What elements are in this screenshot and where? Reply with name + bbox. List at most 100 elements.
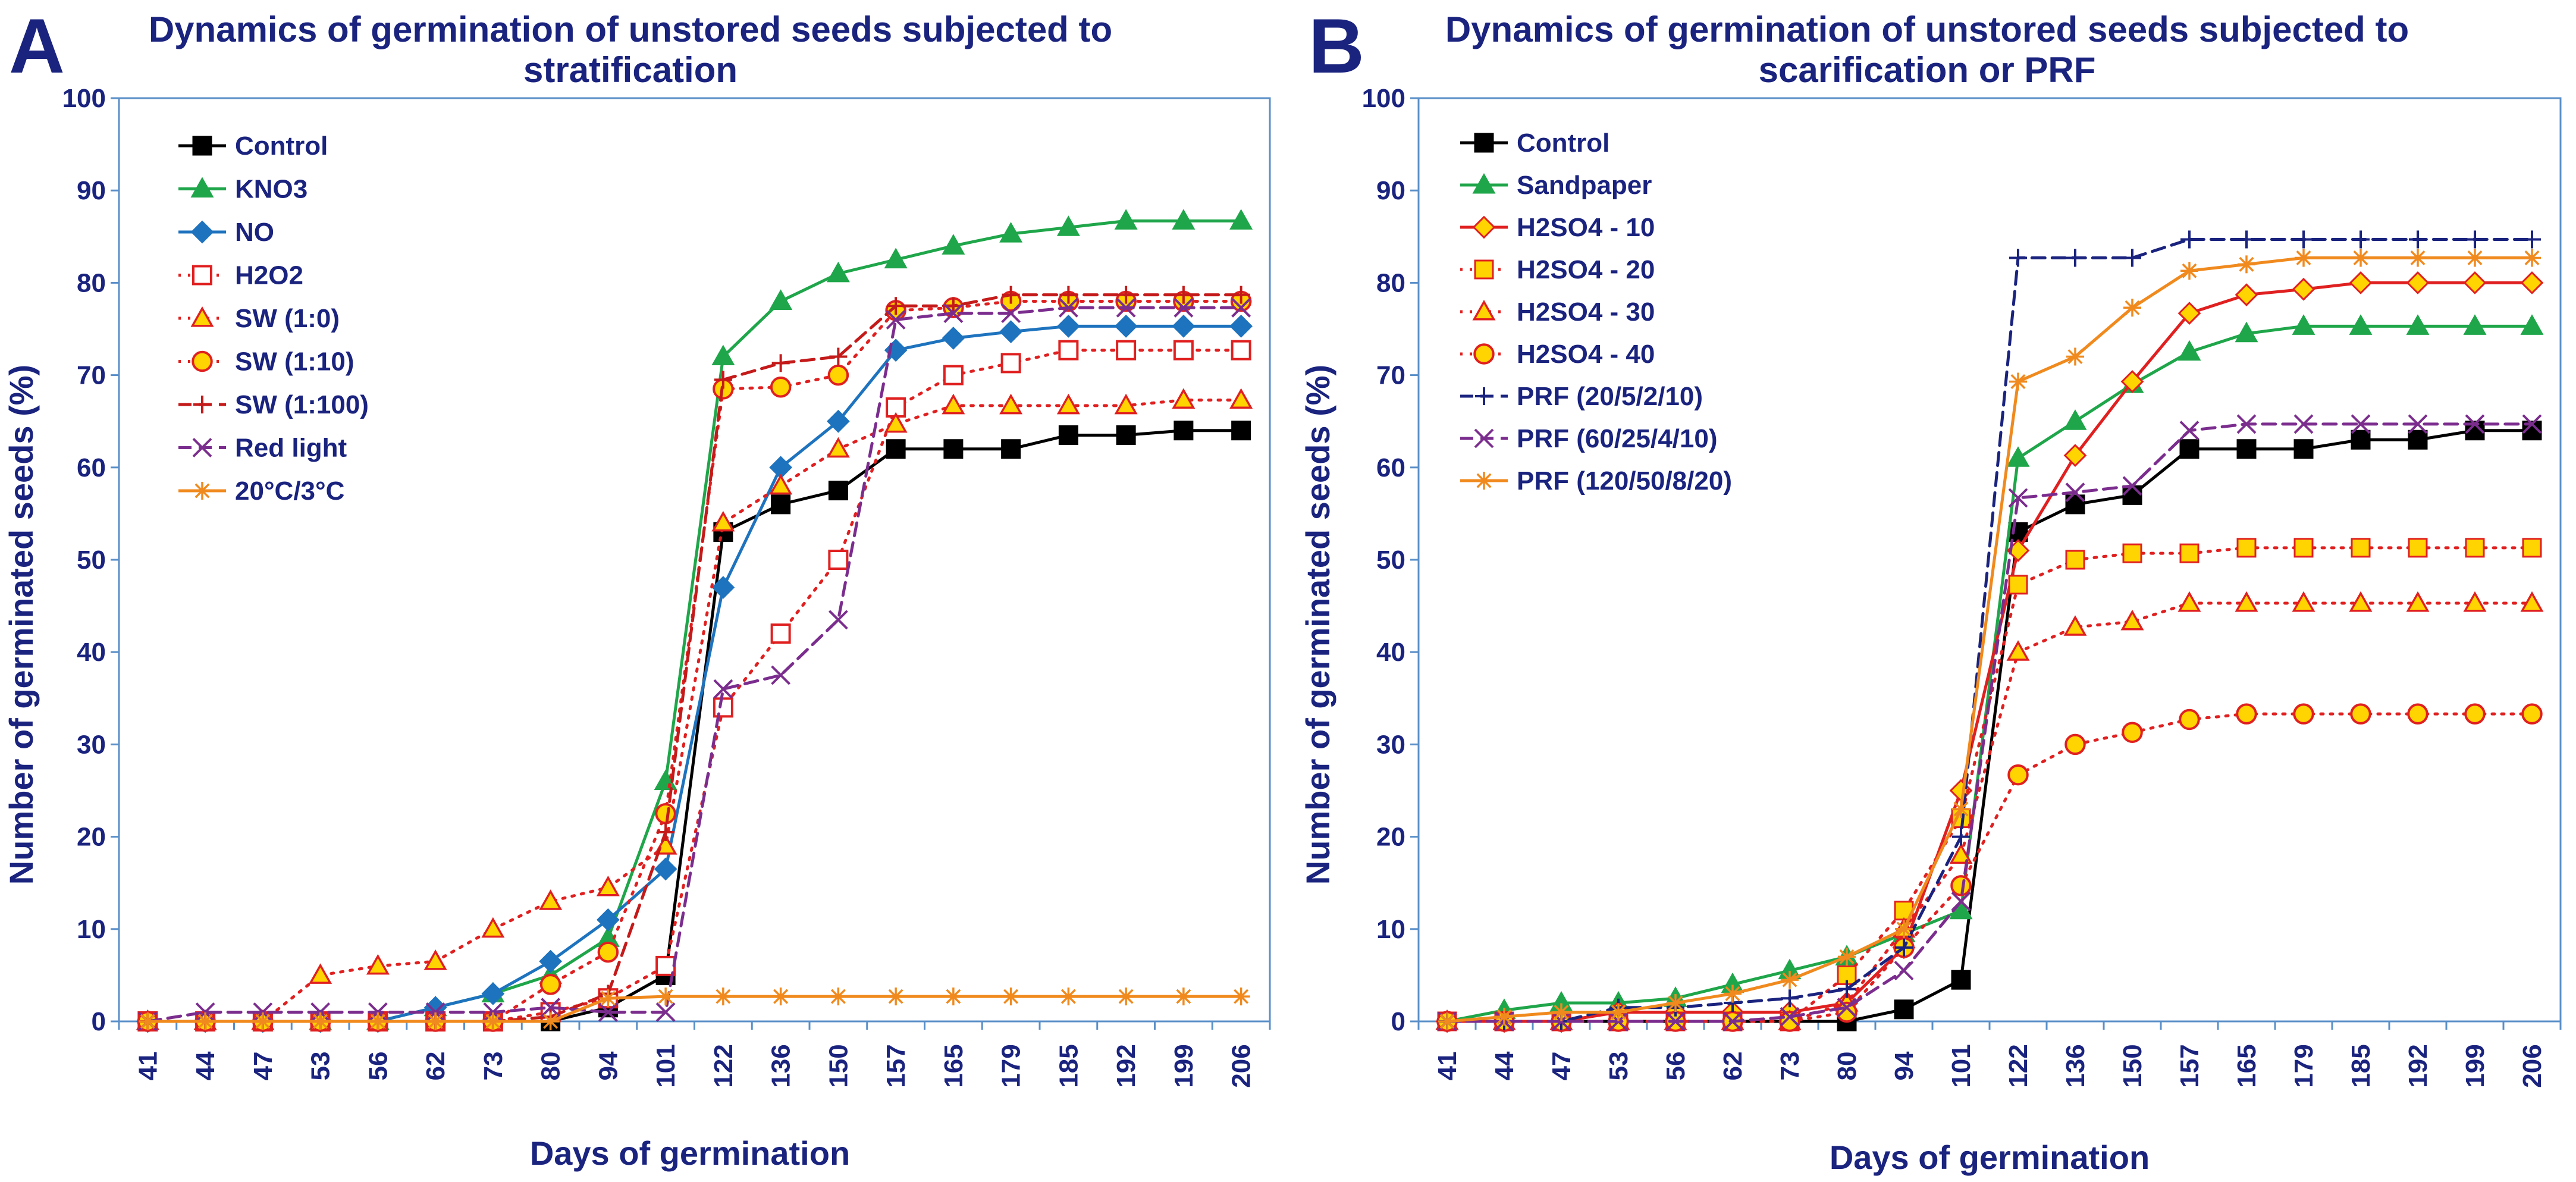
- series-line: [1445, 256, 2534, 1023]
- data-point: [1172, 314, 1196, 338]
- data-point: [657, 823, 675, 841]
- legend-label: PRF (60/25/4/10): [1517, 424, 1718, 453]
- data-point: [2007, 764, 2029, 786]
- data-point: [2409, 230, 2427, 249]
- data-point: [2406, 271, 2430, 294]
- data-point: [1174, 421, 1194, 441]
- data-point: [481, 917, 505, 938]
- y-tick-label: 70: [1376, 361, 1405, 390]
- data-point: [2523, 249, 2541, 267]
- data-point: [1609, 1003, 1627, 1021]
- data-point: [2465, 414, 2485, 434]
- data-point: [1116, 297, 1136, 318]
- x-tick-label: 47: [1547, 1052, 1576, 1081]
- x-tick-label: 192: [2404, 1044, 2433, 1087]
- data-point: [2235, 321, 2258, 343]
- data-point: [2352, 249, 2370, 267]
- data-point: [2064, 733, 2086, 755]
- x-tick-label: 73: [479, 1052, 508, 1081]
- data-point: [253, 1012, 272, 1030]
- data-point: [599, 989, 617, 1008]
- series-kno3: [136, 209, 1253, 1030]
- legend-label: H2SO4 - 30: [1517, 297, 1655, 327]
- x-tick-label: 199: [1169, 1044, 1198, 1087]
- series-prf-60-25-4-10-: [1437, 414, 2542, 1031]
- legend-marker: [193, 396, 211, 413]
- legend-entry: PRF (120/50/8/20): [1460, 466, 1732, 496]
- data-point: [1174, 987, 1193, 1006]
- data-point: [829, 987, 848, 1006]
- data-point: [828, 610, 848, 630]
- data-point: [2520, 314, 2544, 335]
- x-tick-label: 53: [306, 1052, 335, 1081]
- data-point: [1229, 209, 1253, 230]
- data-point: [655, 1002, 676, 1022]
- data-point: [2235, 283, 2258, 306]
- data-point: [2295, 249, 2313, 267]
- data-point: [943, 439, 964, 459]
- data-point: [2349, 271, 2373, 294]
- data-point: [369, 1012, 387, 1030]
- x-tick-label: 185: [1054, 1044, 1083, 1087]
- data-point: [426, 1012, 445, 1030]
- data-point: [597, 941, 619, 963]
- panel-a-title-line-1: Dynamics of germination of unstored seed…: [149, 10, 1112, 49]
- legend-marker: [192, 350, 213, 372]
- legend-entry: Control: [178, 131, 328, 161]
- data-point: [711, 510, 735, 532]
- data-point: [655, 955, 676, 976]
- data-point: [1724, 985, 1742, 1003]
- data-point: [942, 393, 965, 415]
- legend-label: KNO3: [235, 175, 308, 204]
- data-point: [771, 354, 790, 372]
- data-point: [2292, 591, 2315, 612]
- legend-label: Control: [235, 131, 328, 161]
- data-point: [2522, 414, 2542, 434]
- panel-a-legend: Control KNO3 NO H2O2 SW (1:0) SW (1:10) SW (1:…: [178, 131, 369, 506]
- x-tick-label: 165: [2232, 1044, 2261, 1087]
- data-point: [2349, 314, 2373, 335]
- data-point: [2351, 429, 2371, 450]
- legend-label: Red light: [235, 434, 347, 463]
- legend-label: PRF (120/50/8/20): [1517, 466, 1732, 496]
- y-tick-label: 0: [92, 1007, 106, 1036]
- data-point: [999, 393, 1023, 415]
- legend-label: SW (1:0): [235, 304, 340, 333]
- data-point: [1895, 920, 1913, 938]
- data-point: [2464, 703, 2486, 725]
- data-point: [2351, 414, 2371, 434]
- data-point: [943, 365, 964, 385]
- data-point: [2293, 538, 2314, 558]
- legend-marker: [193, 482, 211, 500]
- data-point: [1951, 891, 1971, 911]
- data-point: [1232, 286, 1250, 304]
- panel-b-legend: Control Sandpaper H2SO4 - 10 H2SO4 - 20 H2SO…: [1460, 128, 1732, 496]
- data-point: [196, 1012, 215, 1030]
- y-tick-label: 100: [62, 84, 106, 113]
- x-tick-label: 192: [1112, 1044, 1141, 1087]
- x-tick-label: 56: [1661, 1052, 1690, 1081]
- data-point: [311, 1012, 330, 1030]
- y-tick-label: 40: [77, 638, 106, 667]
- data-point: [2523, 230, 2541, 249]
- y-tick-label: 90: [77, 176, 106, 205]
- data-point: [1056, 215, 1080, 236]
- data-point: [942, 327, 965, 350]
- data-point: [1894, 961, 1914, 981]
- data-point: [2350, 703, 2371, 725]
- x-tick-label: 53: [1604, 1052, 1633, 1081]
- data-point: [2406, 314, 2430, 335]
- y-tick-label: 10: [77, 915, 106, 944]
- data-point: [1552, 1003, 1570, 1021]
- data-point: [769, 474, 793, 495]
- panel-b-x-axis-label: Days of germination: [1830, 1139, 2150, 1176]
- data-point: [1174, 297, 1194, 318]
- y-tick-label: 10: [1376, 915, 1405, 944]
- y-tick-label: 40: [1376, 638, 1405, 667]
- data-point: [2236, 538, 2257, 558]
- data-point: [2520, 271, 2544, 294]
- legend-label: 20°C/3°C: [235, 476, 344, 506]
- legend-marker: [190, 177, 214, 197]
- data-point: [887, 297, 905, 315]
- x-tick-label: 157: [881, 1044, 911, 1087]
